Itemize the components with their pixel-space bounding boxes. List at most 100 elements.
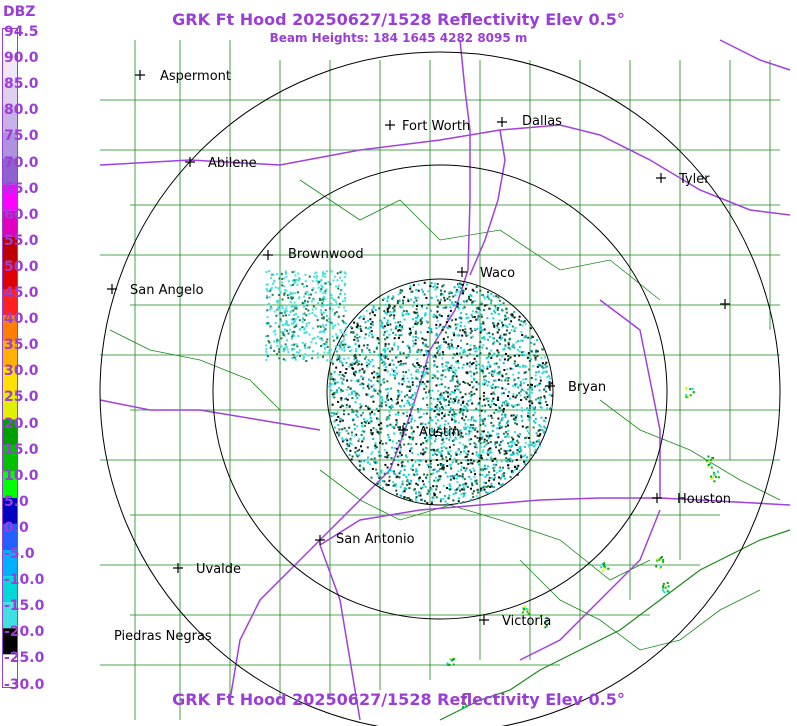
echo-pixel xyxy=(451,439,454,442)
echo-pixel xyxy=(418,381,421,383)
echo-pixel xyxy=(458,453,461,456)
echo-pixel xyxy=(478,353,481,356)
echo-pixel xyxy=(436,341,439,344)
echo-pixel xyxy=(521,324,524,327)
echo-pixel xyxy=(338,373,341,376)
echo-pixel xyxy=(337,415,340,418)
echo-pixel xyxy=(432,285,435,288)
echo-pixel xyxy=(549,394,552,397)
echo-pixel xyxy=(448,400,451,403)
echo-pixel xyxy=(312,350,314,353)
echo-pixel xyxy=(480,454,483,457)
echo-pixel xyxy=(404,429,407,432)
echo-pixel xyxy=(344,333,347,336)
echo-pixel xyxy=(532,426,535,429)
echo-pixel xyxy=(334,345,337,348)
echo-pixel xyxy=(509,460,511,463)
echo-pixel xyxy=(449,485,452,488)
echo-pixel xyxy=(534,448,537,451)
echo-pixel xyxy=(412,342,415,345)
echo-pixel xyxy=(440,403,442,406)
echo-pixel xyxy=(457,399,460,402)
echo-pixel xyxy=(384,303,387,306)
echo-pixel xyxy=(412,326,415,329)
echo-pixel xyxy=(337,287,340,290)
echo-pixel xyxy=(446,336,449,339)
city-san-angelo: San Angelo xyxy=(107,283,204,298)
echo-pixel xyxy=(485,397,488,400)
echo-pixel xyxy=(518,450,521,453)
echo-pixel xyxy=(451,408,454,411)
echo-pixel xyxy=(400,494,403,497)
echo-pixel xyxy=(432,316,435,319)
echo-pixel xyxy=(436,299,439,302)
echo-pixel xyxy=(287,324,290,327)
echo-pixel xyxy=(354,335,357,338)
echo-pixel xyxy=(460,403,463,406)
echo-pixel xyxy=(417,459,420,462)
echo-pixel xyxy=(436,310,439,313)
echo-pixel xyxy=(505,457,508,460)
echo-pixel xyxy=(512,414,515,417)
echo-pixel xyxy=(378,354,381,357)
echo-pixel xyxy=(464,482,467,485)
echo-pixel xyxy=(356,327,359,330)
echo-pixel xyxy=(489,485,492,488)
echo-pixel xyxy=(335,303,338,306)
echo-pixel xyxy=(399,360,402,363)
echo-pixel xyxy=(344,309,347,312)
echo-pixel xyxy=(504,379,507,382)
echo-pixel xyxy=(327,320,330,323)
beam-heights: Beam Heights: 184 1645 4282 8095 m xyxy=(269,31,528,45)
echo-pixel xyxy=(417,321,420,324)
echo-pixel xyxy=(439,432,442,435)
echo-pixel xyxy=(432,469,435,471)
echo-pixel xyxy=(396,475,399,478)
echo-pixel xyxy=(426,502,429,505)
echo-pixel xyxy=(474,419,477,422)
echo-pixel xyxy=(470,363,473,366)
echo-pixel xyxy=(455,288,458,291)
echo-pixel xyxy=(375,461,378,464)
echo-pixel xyxy=(292,309,295,312)
echo-pixel xyxy=(476,355,478,357)
echo-pixel xyxy=(463,405,466,408)
echo-pixel xyxy=(432,356,435,358)
echo-pixel xyxy=(529,404,531,407)
echo-pixel xyxy=(344,372,347,374)
echo-pixel xyxy=(407,298,410,301)
echo-pixel xyxy=(364,326,367,329)
echo-pixel xyxy=(503,474,505,477)
echo-pixel xyxy=(516,349,519,352)
echo-pixel xyxy=(477,347,480,350)
echo-pixel xyxy=(308,275,311,278)
echo-pixel xyxy=(425,385,428,388)
echo-pixel xyxy=(449,379,452,382)
echo-pixel xyxy=(355,453,358,456)
echo-pixel xyxy=(433,479,436,482)
echo-pixel xyxy=(382,355,385,358)
echo-pixel xyxy=(504,352,507,355)
echo-pixel xyxy=(481,405,484,407)
echo-pixel xyxy=(316,319,319,322)
echo-pixel xyxy=(519,323,522,326)
echo-pixel xyxy=(515,444,518,446)
echo-pixel xyxy=(311,337,314,340)
echo-pixel xyxy=(286,348,289,351)
echo-pixel xyxy=(368,349,371,351)
echo-pixel xyxy=(487,449,490,452)
echo-pixel xyxy=(435,488,438,491)
echo-pixel xyxy=(658,558,661,561)
echo-pixel xyxy=(706,459,709,462)
echo-pixel xyxy=(426,321,429,324)
echo-pixel xyxy=(539,382,542,385)
echo-pixel xyxy=(426,492,429,495)
legend-label: 60.0 xyxy=(4,206,39,223)
echo-pixel xyxy=(443,290,446,293)
echo-pixel xyxy=(685,396,688,399)
echo-pixel xyxy=(685,394,688,397)
echo-pixel xyxy=(507,429,510,432)
echo-pixel xyxy=(505,318,507,321)
echo-pixel xyxy=(603,567,606,570)
echo-pixel xyxy=(333,396,336,399)
